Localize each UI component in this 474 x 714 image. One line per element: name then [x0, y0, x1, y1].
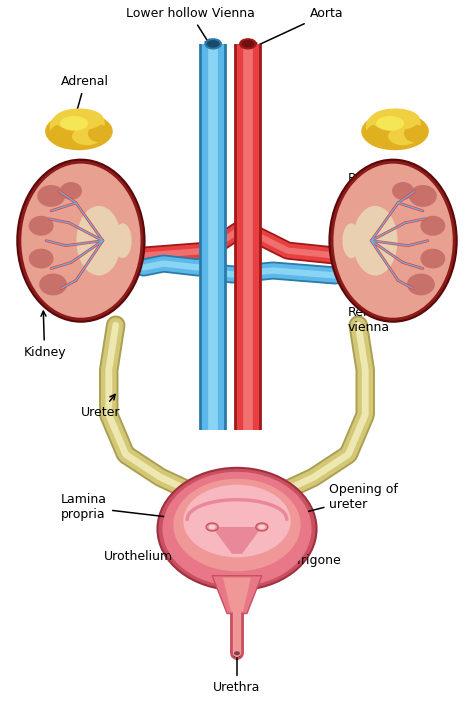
- Ellipse shape: [404, 124, 426, 142]
- Text: Renal
vienna: Renal vienna: [343, 283, 390, 334]
- Text: Kidney: Kidney: [23, 311, 66, 358]
- Ellipse shape: [39, 273, 67, 296]
- Ellipse shape: [60, 116, 88, 131]
- Ellipse shape: [241, 40, 255, 48]
- Ellipse shape: [29, 216, 54, 236]
- Text: Adrenal: Adrenal: [61, 75, 109, 134]
- Ellipse shape: [73, 111, 105, 136]
- Ellipse shape: [50, 112, 84, 140]
- Polygon shape: [223, 578, 251, 611]
- Ellipse shape: [205, 39, 221, 49]
- Polygon shape: [212, 527, 262, 554]
- Ellipse shape: [366, 112, 401, 140]
- Ellipse shape: [76, 206, 121, 276]
- Ellipse shape: [368, 129, 412, 149]
- Ellipse shape: [54, 109, 104, 131]
- Ellipse shape: [114, 223, 132, 258]
- Text: Opening of
ureter: Opening of ureter: [269, 483, 398, 523]
- Ellipse shape: [206, 523, 218, 531]
- Ellipse shape: [52, 129, 96, 149]
- Ellipse shape: [256, 523, 268, 531]
- Ellipse shape: [163, 472, 311, 586]
- Ellipse shape: [207, 40, 219, 48]
- Text: Renal
artery: Renal artery: [342, 172, 385, 231]
- Ellipse shape: [258, 525, 265, 529]
- Ellipse shape: [157, 468, 317, 590]
- Ellipse shape: [392, 182, 414, 200]
- Ellipse shape: [361, 112, 429, 150]
- Ellipse shape: [17, 160, 145, 322]
- Ellipse shape: [37, 185, 65, 207]
- Polygon shape: [212, 575, 262, 613]
- Ellipse shape: [21, 164, 141, 318]
- Ellipse shape: [173, 479, 301, 571]
- Ellipse shape: [366, 124, 388, 142]
- Ellipse shape: [407, 273, 435, 296]
- Ellipse shape: [88, 124, 110, 142]
- Ellipse shape: [409, 185, 437, 207]
- Ellipse shape: [389, 111, 421, 136]
- Text: Urethra: Urethra: [213, 651, 261, 694]
- Ellipse shape: [60, 182, 82, 200]
- Ellipse shape: [376, 116, 404, 131]
- Ellipse shape: [420, 248, 445, 268]
- Text: Trigone: Trigone: [254, 548, 340, 568]
- Ellipse shape: [370, 109, 420, 131]
- Ellipse shape: [388, 127, 418, 145]
- Ellipse shape: [329, 160, 457, 322]
- Text: Aorta: Aorta: [253, 7, 343, 48]
- Ellipse shape: [183, 485, 291, 558]
- Text: Lower hollow Vienna: Lower hollow Vienna: [126, 7, 255, 45]
- Ellipse shape: [50, 124, 72, 142]
- Ellipse shape: [353, 206, 398, 276]
- Ellipse shape: [209, 525, 216, 529]
- Text: Urothelium: Urothelium: [104, 546, 194, 563]
- Ellipse shape: [240, 39, 256, 49]
- Ellipse shape: [45, 112, 113, 150]
- Ellipse shape: [420, 216, 445, 236]
- Ellipse shape: [29, 248, 54, 268]
- Ellipse shape: [333, 164, 453, 318]
- Ellipse shape: [342, 223, 360, 258]
- Ellipse shape: [234, 651, 240, 655]
- Ellipse shape: [72, 127, 102, 145]
- Text: Lamina
propria: Lamina propria: [61, 493, 180, 521]
- Text: Ureter: Ureter: [81, 394, 120, 419]
